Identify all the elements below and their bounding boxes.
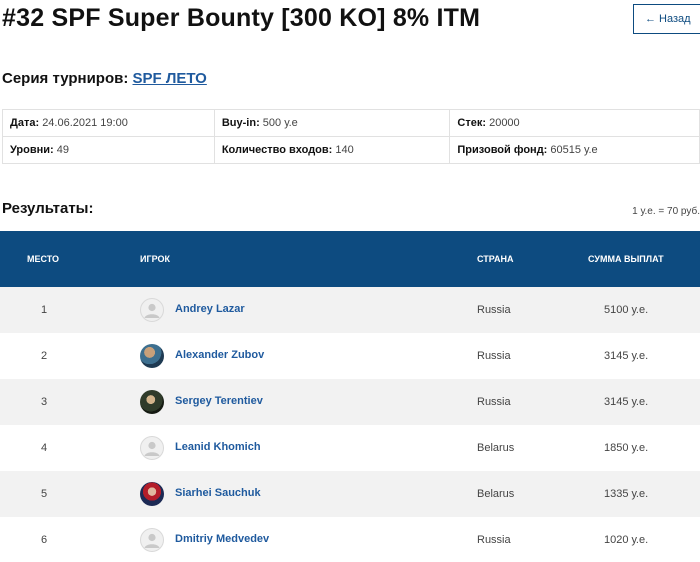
row-country: Russia: [477, 350, 511, 362]
table-row: 1 Andrey Lazar Russia 5100 у.е.: [0, 287, 700, 333]
row-place: 6: [41, 534, 48, 546]
header-place: МЕСТО: [27, 254, 60, 264]
row-place: 5: [41, 488, 48, 500]
page-title: #32 SPF Super Bounty [300 KO] 8% ITM: [2, 4, 481, 32]
row-payout: 3145 у.е.: [604, 350, 649, 362]
avatar[interactable]: [140, 344, 164, 368]
results-table-header: МЕСТО ИГРОК СТРАНА СУММА ВЫПЛАТ: [0, 231, 700, 287]
info-entries: Количество входов: 140: [213, 136, 451, 164]
header-player: ИГРОК: [140, 254, 170, 264]
placeholder-avatar-icon[interactable]: [140, 528, 164, 552]
player-name-link[interactable]: Alexander Zubov: [175, 349, 265, 361]
tournament-series: Серия турниров: SPF ЛЕТО: [2, 70, 207, 87]
row-country: Russia: [477, 396, 511, 408]
row-payout: 3145 у.е.: [604, 396, 649, 408]
row-payout: 5100 у.е.: [604, 304, 649, 316]
avatar[interactable]: [140, 482, 164, 506]
results-table: МЕСТО ИГРОК СТРАНА СУММА ВЫПЛАТ 1 Andrey…: [0, 231, 700, 562]
table-row: 4 Leanid Khomich Belarus 1850 у.е.: [0, 425, 700, 471]
row-place: 3: [41, 396, 48, 408]
table-row: 5 Siarhei Sauchuk Belarus 1335 у.е.: [0, 471, 700, 517]
player-name-link[interactable]: Sergey Terentiev: [175, 395, 263, 407]
row-place: 1: [41, 304, 48, 316]
row-place: 4: [41, 442, 48, 454]
placeholder-avatar-icon[interactable]: [140, 436, 164, 460]
row-payout: 1335 у.е.: [604, 488, 649, 500]
info-levels: Уровни: 49: [2, 136, 215, 164]
avatar[interactable]: [140, 390, 164, 414]
row-country: Russia: [477, 534, 511, 546]
results-rows: 1 Andrey Lazar Russia 5100 у.е. 2 Alexan…: [0, 287, 700, 562]
row-payout: 1020 у.е.: [604, 534, 649, 546]
info-stack: Стек: 20000: [449, 109, 700, 137]
header-payout: СУММА ВЫПЛАТ: [588, 254, 664, 264]
table-row: 6 Dmitriy Medvedev Russia 1020 у.е.: [0, 517, 700, 562]
row-payout: 1850 у.е.: [604, 442, 649, 454]
player-name-link[interactable]: Leanid Khomich: [175, 441, 261, 453]
row-place: 2: [41, 350, 48, 362]
back-button-label: Назад: [659, 13, 691, 25]
series-label: Серия турниров:: [2, 70, 129, 87]
exchange-rate: 1 у.е. = 70 руб.: [632, 206, 700, 217]
back-button[interactable]: ← Назад: [633, 4, 700, 34]
row-country: Belarus: [477, 442, 515, 454]
info-date: Дата: 24.06.2021 19:00: [2, 109, 215, 137]
header-country: СТРАНА: [477, 254, 514, 264]
info-prize-pool: Призовой фонд: 60515 у.е: [449, 136, 700, 164]
player-name-link[interactable]: Andrey Lazar: [175, 303, 245, 315]
tournament-info-table: Дата: 24.06.2021 19:00 Buy-in: 500 у.е С…: [2, 109, 700, 164]
row-country: Belarus: [477, 488, 515, 500]
arrow-left-icon: ←: [645, 13, 656, 25]
player-name-link[interactable]: Siarhei Sauchuk: [175, 487, 261, 499]
placeholder-avatar-icon[interactable]: [140, 298, 164, 322]
table-row: 3 Sergey Terentiev Russia 3145 у.е.: [0, 379, 700, 425]
info-buyin: Buy-in: 500 у.е: [213, 109, 451, 137]
player-name-link[interactable]: Dmitriy Medvedev: [175, 533, 270, 545]
row-country: Russia: [477, 304, 511, 316]
series-link[interactable]: SPF ЛЕТО: [132, 70, 207, 87]
table-row: 2 Alexander Zubov Russia 3145 у.е.: [0, 333, 700, 379]
results-title: Результаты:: [2, 200, 94, 217]
